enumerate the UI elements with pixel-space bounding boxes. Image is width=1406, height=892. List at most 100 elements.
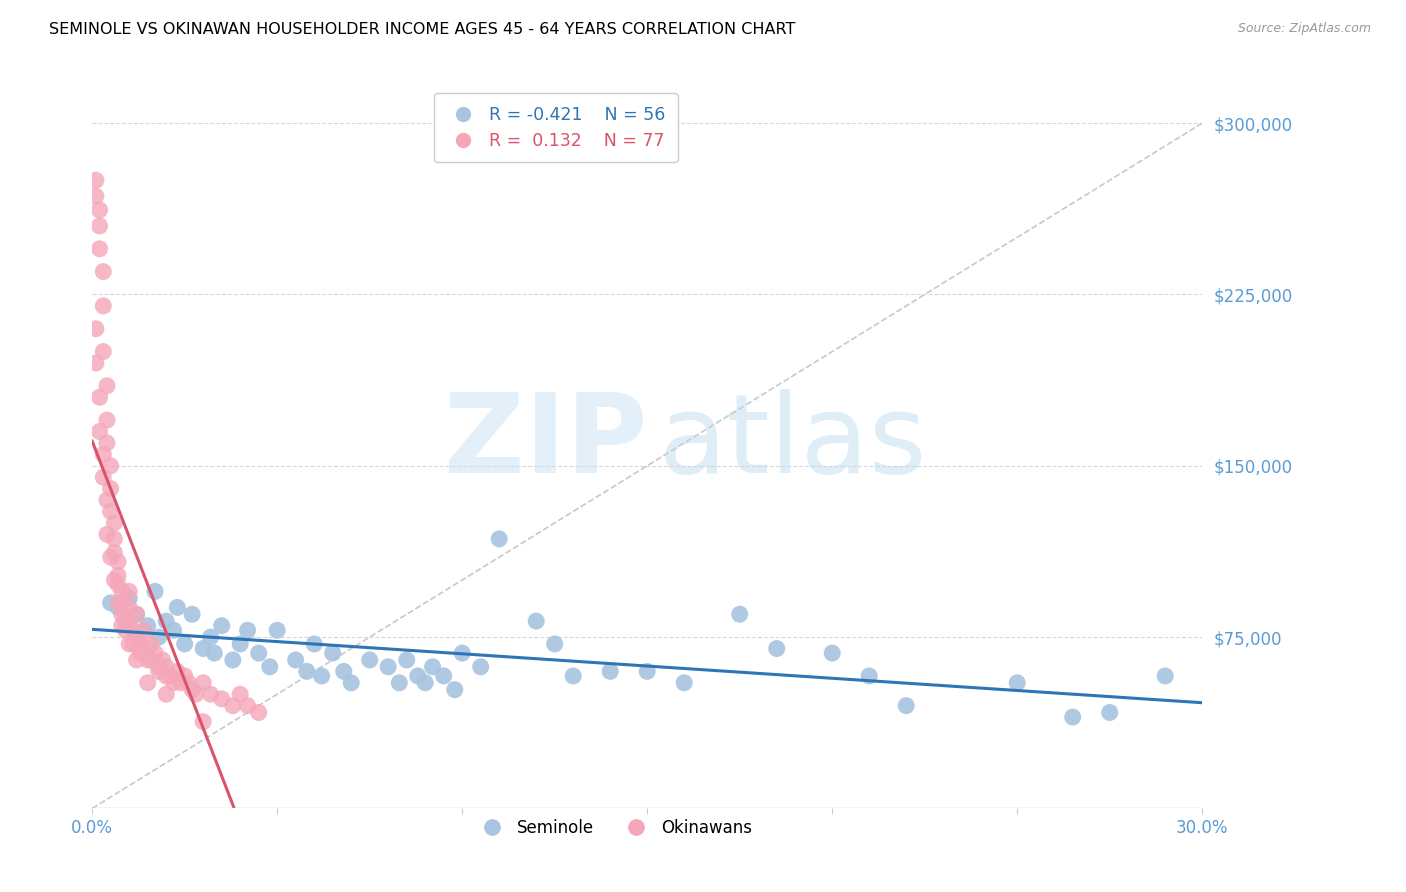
Point [111, 618, 134, 632]
Point [148, 660, 170, 674]
Point [96, 379, 118, 393]
Point [488, 532, 510, 546]
Point [125, 630, 148, 644]
Point [1005, 675, 1028, 690]
Point [284, 653, 307, 667]
Text: SEMINOLE VS OKINAWAN HOUSEHOLDER INCOME AGES 45 - 64 YEARS CORRELATION CHART: SEMINOLE VS OKINAWAN HOUSEHOLDER INCOME … [49, 22, 796, 37]
Point [103, 573, 125, 587]
Point [311, 669, 333, 683]
Point [118, 600, 141, 615]
Point [1098, 706, 1121, 720]
Point [422, 660, 444, 674]
Point [107, 596, 129, 610]
Point [143, 584, 166, 599]
Point [84, 189, 107, 203]
Point [406, 669, 429, 683]
Point [858, 669, 880, 683]
Point [896, 698, 918, 713]
Point [103, 545, 125, 559]
Point [413, 675, 436, 690]
Point [91, 447, 114, 461]
Point [222, 698, 245, 713]
Point [443, 682, 465, 697]
Point [162, 675, 184, 690]
Point [236, 698, 259, 713]
Point [388, 675, 411, 690]
Point [229, 687, 252, 701]
Point [322, 646, 344, 660]
Point [89, 425, 111, 439]
Point [107, 555, 129, 569]
Point [91, 344, 114, 359]
Point [177, 675, 200, 690]
Point [136, 641, 159, 656]
Point [148, 630, 170, 644]
Point [96, 493, 118, 508]
Point [222, 653, 245, 667]
Point [89, 390, 111, 404]
Point [84, 322, 107, 336]
Point [100, 458, 122, 473]
Point [96, 527, 118, 541]
Point [141, 653, 163, 667]
Point [200, 630, 222, 644]
Point [129, 637, 152, 651]
Point [636, 665, 658, 679]
Point [211, 691, 233, 706]
Point [136, 653, 159, 667]
Point [107, 568, 129, 582]
Point [544, 637, 567, 651]
Point [143, 646, 166, 660]
Point [125, 607, 148, 622]
Point [152, 653, 174, 667]
Point [673, 675, 696, 690]
Point [100, 504, 122, 518]
Point [91, 264, 114, 278]
Point [184, 687, 207, 701]
Point [141, 637, 163, 651]
Point [193, 714, 215, 729]
Point [84, 173, 107, 187]
Point [181, 607, 204, 622]
Point [395, 653, 418, 667]
Point [166, 665, 188, 679]
Point [89, 242, 111, 256]
Point [136, 675, 159, 690]
Point [340, 675, 363, 690]
Point [211, 618, 233, 632]
Point [765, 641, 787, 656]
Point [333, 665, 356, 679]
Point [524, 614, 547, 628]
Point [107, 600, 129, 615]
Point [236, 624, 259, 638]
Point [91, 470, 114, 484]
Point [247, 706, 270, 720]
Point [132, 624, 155, 638]
Point [229, 637, 252, 651]
Point [302, 637, 325, 651]
Point [114, 624, 136, 638]
Point [728, 607, 751, 622]
Point [259, 660, 281, 674]
Point [155, 669, 177, 683]
Point [155, 660, 177, 674]
Text: ZIP: ZIP [444, 390, 647, 497]
Point [122, 624, 145, 638]
Point [193, 675, 215, 690]
Point [159, 669, 181, 683]
Text: atlas: atlas [658, 390, 927, 497]
Point [202, 646, 225, 660]
Point [129, 646, 152, 660]
Point [173, 637, 195, 651]
Point [148, 665, 170, 679]
Point [118, 637, 141, 651]
Point [266, 624, 288, 638]
Text: Source: ZipAtlas.com: Source: ZipAtlas.com [1237, 22, 1371, 36]
Point [433, 669, 456, 683]
Point [111, 607, 134, 622]
Point [125, 607, 148, 622]
Point [181, 682, 204, 697]
Legend: Seminole, Okinawans: Seminole, Okinawans [470, 813, 759, 844]
Point [247, 646, 270, 660]
Point [91, 299, 114, 313]
